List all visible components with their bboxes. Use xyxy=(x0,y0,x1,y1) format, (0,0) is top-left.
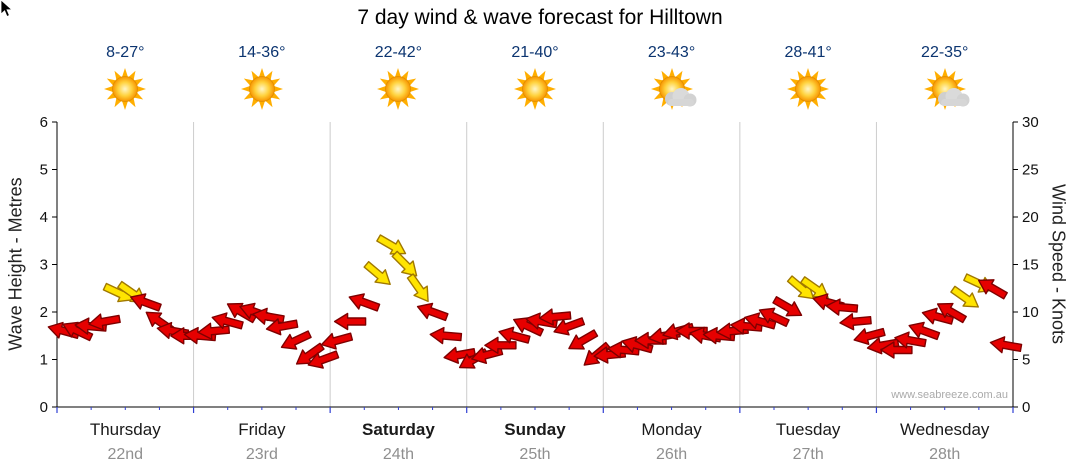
wind-arrow-red xyxy=(416,302,449,322)
wind-arrow-yellow xyxy=(950,285,980,308)
wind-arrow-red xyxy=(211,312,244,330)
wind-arrow-red xyxy=(921,307,954,325)
wave-axis-tick-label: 6 xyxy=(40,114,48,131)
wind-arrow-red xyxy=(744,312,777,330)
wind-arrow-red xyxy=(62,321,94,342)
wind-arrow-red xyxy=(989,336,1023,354)
wind-arrow-red xyxy=(825,298,859,316)
wind-arrow-red xyxy=(280,330,312,350)
day-name-label: Tuesday xyxy=(775,420,841,439)
wind-axis-tick-label: 10 xyxy=(1022,304,1039,321)
day-name-label: Friday xyxy=(238,420,286,439)
day-temp-label: 23-43° xyxy=(647,44,696,61)
day-date-label: 26th xyxy=(655,446,688,463)
wind-arrow-red xyxy=(908,321,941,341)
sun-cloud-icon xyxy=(922,66,970,112)
day-temp-label: 21-40° xyxy=(511,44,559,61)
wind-axis-tick-label: 20 xyxy=(1022,209,1039,226)
wind-arrow-red xyxy=(568,329,599,350)
sun-icon xyxy=(239,66,285,112)
wind-axis-tick-label: 0 xyxy=(1022,399,1030,416)
sun-icon xyxy=(102,66,148,112)
day-temp-label: 8-27° xyxy=(106,44,145,61)
day-date-label: 25th xyxy=(519,446,551,463)
wave-axis-tick-label: 1 xyxy=(40,352,48,369)
wind-arrow-yellow xyxy=(406,273,429,303)
day-date-label: 28th xyxy=(929,446,961,463)
wind-arrow-red xyxy=(538,308,572,326)
wind-arrow-red xyxy=(265,318,299,336)
wind-arrow-red xyxy=(894,331,927,349)
wind-arrow-red xyxy=(880,341,913,359)
wind-arrow-yellow xyxy=(391,250,418,277)
wind-arrow-yellow xyxy=(363,260,391,285)
sun-cloud-icon xyxy=(649,66,697,112)
day-name-label: Sunday xyxy=(504,420,566,439)
wind-axis-tick-label: 30 xyxy=(1022,114,1039,131)
sun-icon xyxy=(375,66,421,112)
day-date-label: 23rd xyxy=(245,446,278,463)
wind-arrow-red xyxy=(758,307,790,328)
wind-arrow-red xyxy=(320,332,354,350)
wind-arrow-red xyxy=(130,293,162,312)
wave-axis-tick-label: 3 xyxy=(40,257,48,274)
sun-icon xyxy=(785,66,831,112)
day-name-label: Saturday xyxy=(362,420,435,439)
wave-axis-tick-label: 4 xyxy=(40,209,48,226)
wind-arrow-red xyxy=(88,313,121,331)
wave-axis-tick-label: 5 xyxy=(40,162,48,179)
day-temp-label: 14-36° xyxy=(238,44,286,61)
sun-icon xyxy=(512,66,558,112)
wind-arrow-red xyxy=(621,336,654,354)
day-name-label: Monday xyxy=(641,420,702,439)
day-name-label: Wednesday xyxy=(899,420,990,439)
wave-axis-tick-label: 0 xyxy=(40,399,48,416)
wind-axis-tick-label: 25 xyxy=(1022,162,1039,179)
day-date-label: 24th xyxy=(382,446,414,463)
cloud-icon xyxy=(937,88,970,107)
mouse-cursor-icon xyxy=(0,0,14,18)
wind-arrow-red xyxy=(772,296,803,317)
day-date-label: 27th xyxy=(792,446,824,463)
day-temp-label: 22-35° xyxy=(921,44,969,61)
wind-arrow-red xyxy=(498,326,531,344)
wind-arrow-red xyxy=(553,317,586,336)
wave-axis-tick-label: 2 xyxy=(40,304,48,321)
day-temp-label: 22-42° xyxy=(374,44,423,61)
page-title: 7 day wind & wave forecast for Hilltown xyxy=(357,6,723,29)
cloud-icon xyxy=(664,88,697,107)
day-date-label: 22nd xyxy=(107,446,144,463)
wind-arrow-red xyxy=(333,312,367,331)
wind-arrow-red xyxy=(839,313,872,331)
wind-arrow-red xyxy=(295,342,325,365)
wind-axis-tick-label: 5 xyxy=(1022,352,1030,369)
wind-arrow-red xyxy=(936,302,967,324)
wind-arrow-red xyxy=(977,279,1008,300)
watermark: www.seabreeze.com.au xyxy=(891,389,1008,401)
wind-arrow-red xyxy=(512,317,544,337)
wind-arrow-red xyxy=(348,293,381,312)
day-temp-label: 28-41° xyxy=(784,44,832,61)
wind-arrow-red xyxy=(484,336,517,354)
wind-arrow-red xyxy=(307,350,340,369)
day-name-label: Thursday xyxy=(89,420,161,439)
wind-arrow-red xyxy=(853,327,886,346)
wind-arrow-red xyxy=(429,326,463,345)
wind-axis-tick-label: 15 xyxy=(1022,257,1039,274)
wind-arrow-red xyxy=(443,346,476,364)
